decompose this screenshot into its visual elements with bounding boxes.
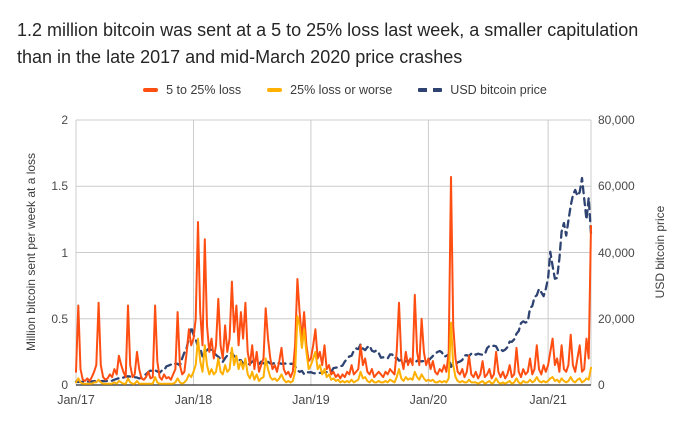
y-axis-right-title: USD bitcoin price: [653, 205, 667, 299]
legend-label: 5 to 25% loss: [166, 83, 242, 97]
legend-item-usd-bitcoin-price: USD bitcoin price: [418, 83, 547, 97]
plot-area: 0 0.5 1 1.5 2 0 20,000 40,000 60,000 80,…: [0, 105, 690, 427]
yellow-line-swatch-icon: [267, 88, 283, 92]
y-axis-left-tick: 0: [61, 378, 68, 392]
y-axis-left-tick: 1: [61, 245, 68, 260]
y-axis-right-tick: 60,000: [598, 179, 635, 194]
legend-label: 25% loss or worse: [290, 83, 393, 97]
y-axis-right-tick: 0: [598, 378, 605, 392]
y-axis-left-tick: 2: [61, 113, 68, 127]
x-axis-tick: Jan/18: [174, 393, 213, 407]
x-axis-tick: Jan/21: [529, 393, 567, 407]
x-axis-tick: Jan/20: [409, 393, 448, 407]
y-axis-right-tick: 80,000: [598, 113, 635, 127]
navy-dashed-line-swatch-icon: [418, 88, 443, 92]
chart-canvas: [74, 119, 593, 386]
series-line-1: [75, 315, 592, 385]
y-axis-right-tick: 40,000: [598, 245, 635, 260]
legend-item-5-to-25-loss: 5 to 25% loss: [143, 83, 241, 97]
series-line-0: [75, 176, 592, 382]
legend: 5 to 25% loss 25% loss or worse USD bitc…: [0, 83, 690, 97]
y-axis-left-tick: 0.5: [51, 311, 68, 326]
chart-title: 1.2 million bitcoin was sent at a 5 to 2…: [17, 20, 639, 67]
legend-label: USD bitcoin price: [450, 83, 547, 97]
x-axis-tick: Jan/19: [292, 393, 330, 407]
orange-line-swatch-icon: [143, 88, 159, 92]
series-line-2: [74, 176, 593, 384]
y-axis-right-tick: 20,000: [598, 311, 635, 326]
legend-item-25-loss-or-worse: 25% loss or worse: [267, 83, 392, 97]
y-axis-left-title: Million bitcoin sent per week at a loss: [24, 152, 38, 352]
x-axis-tick: Jan/17: [57, 393, 95, 407]
y-axis-left-tick: 1.5: [51, 179, 68, 194]
